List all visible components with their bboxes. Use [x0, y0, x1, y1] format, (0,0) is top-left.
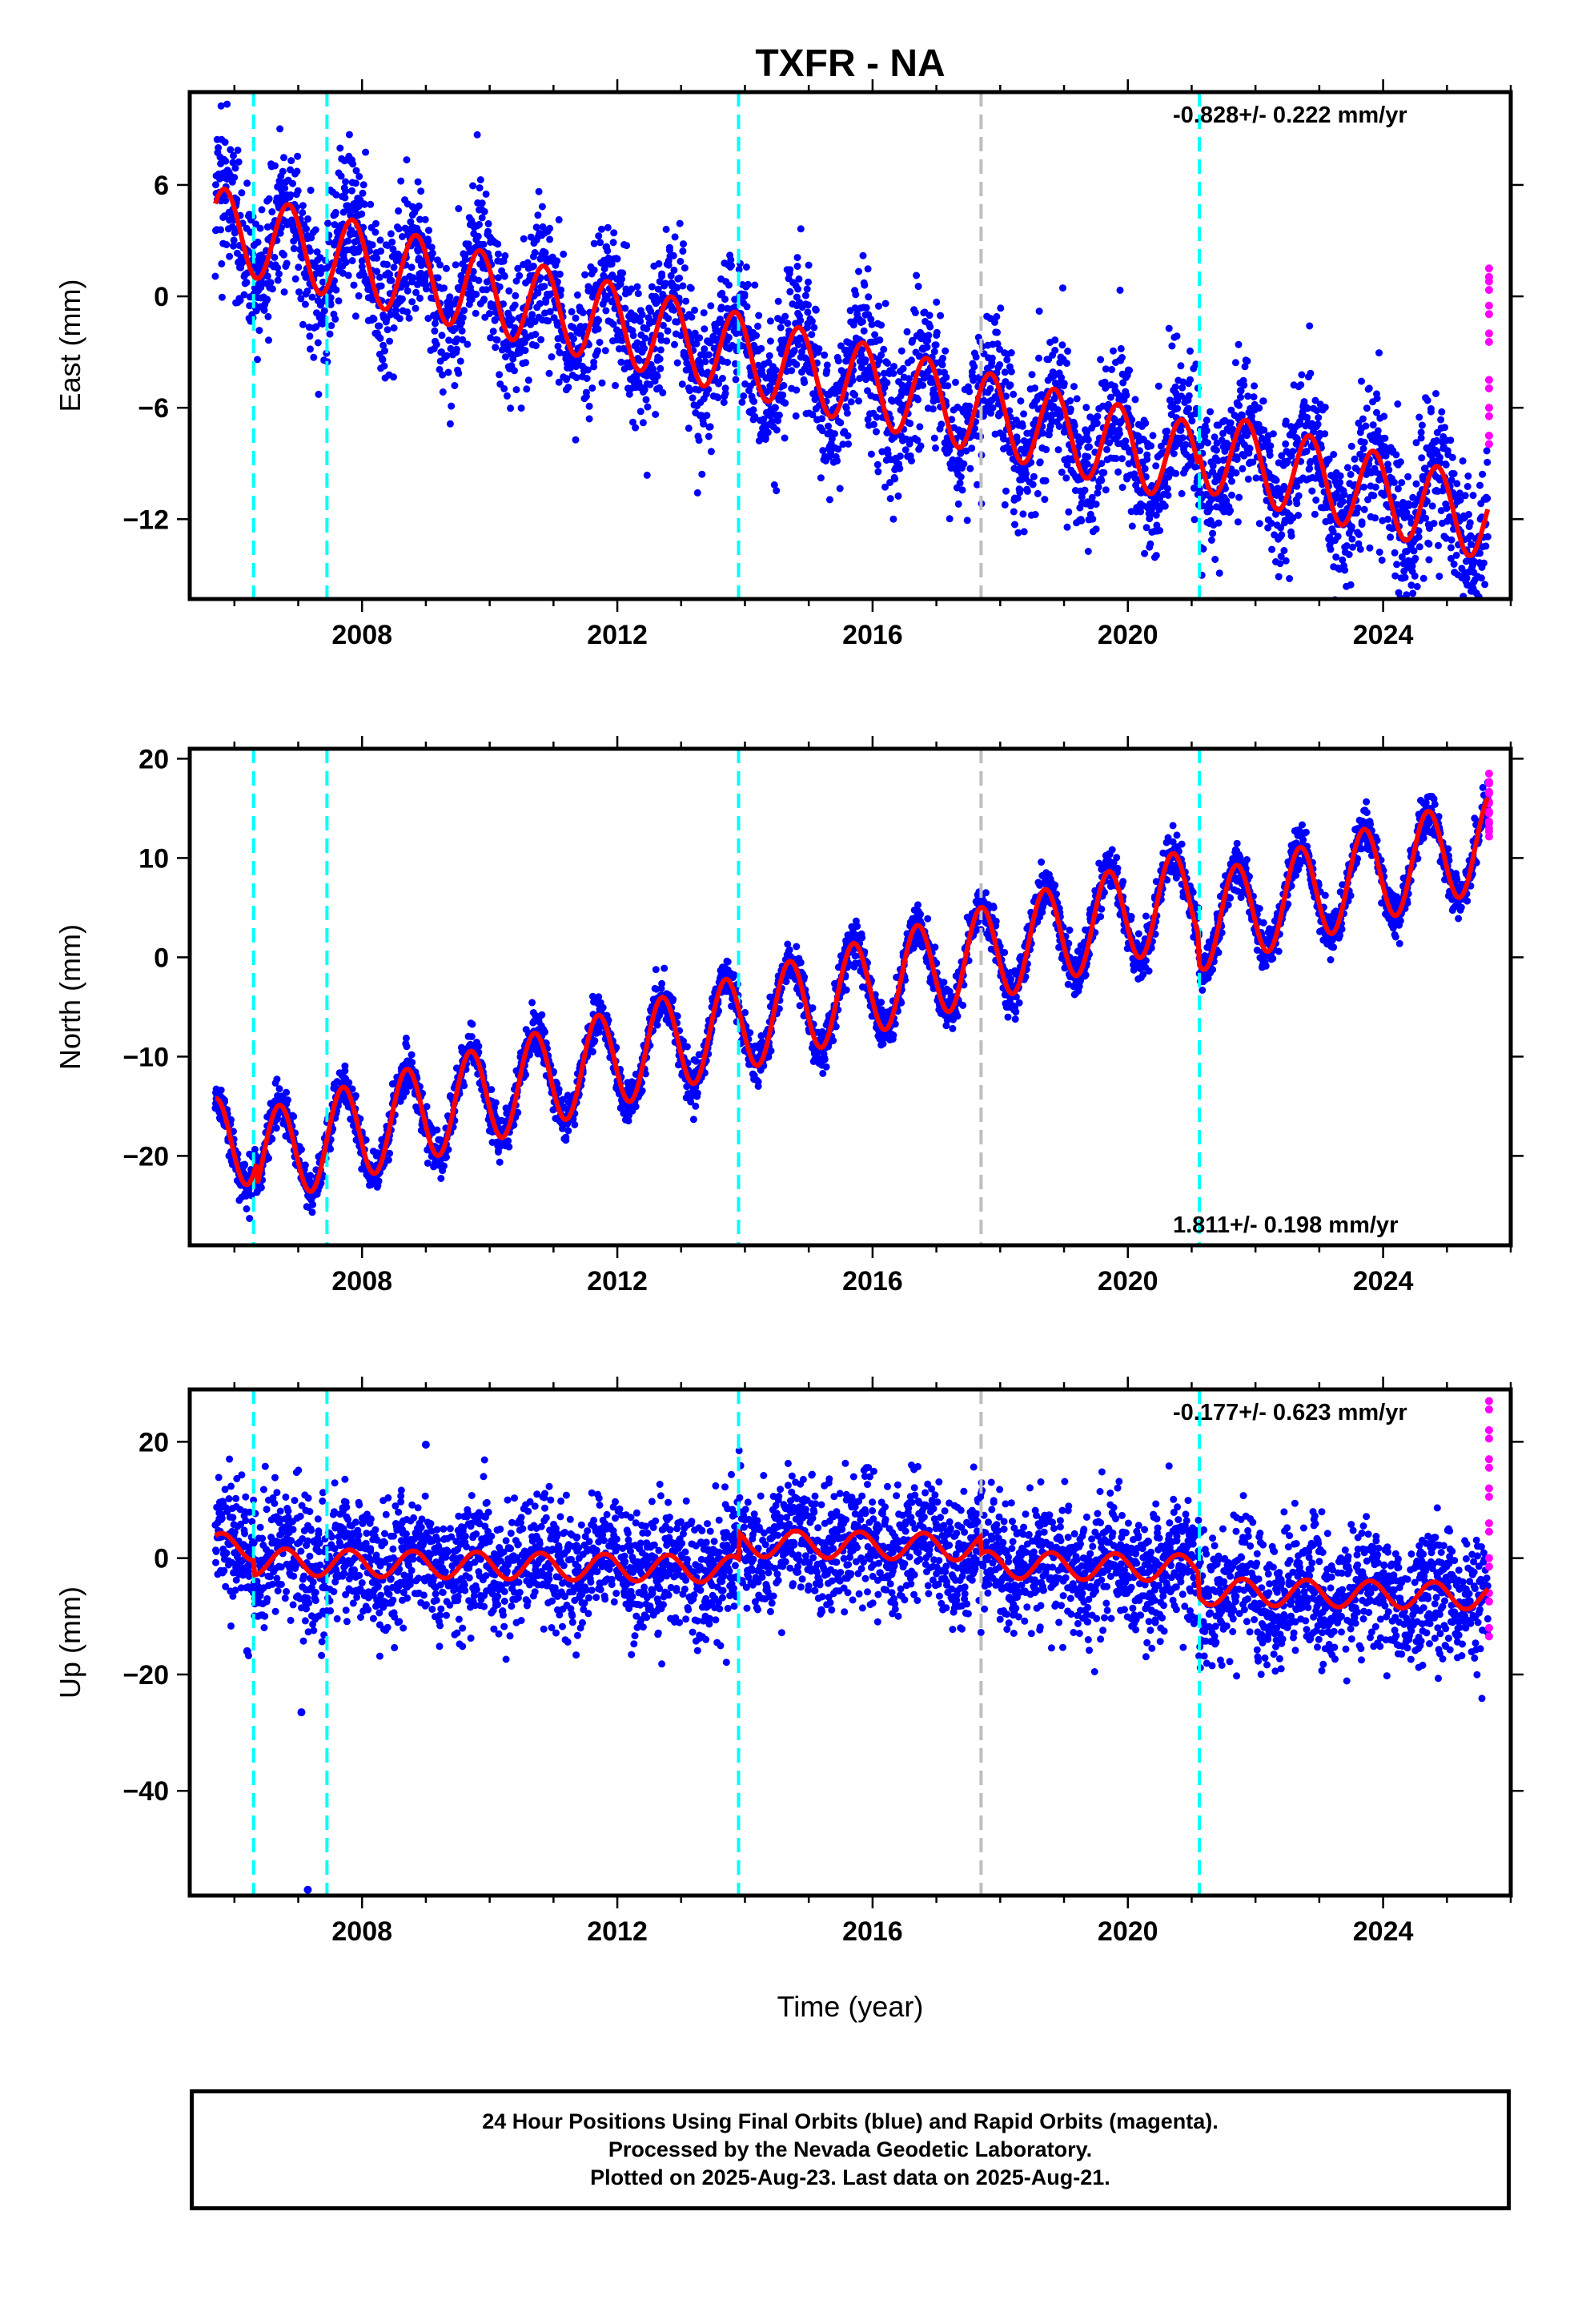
north-rapid-orbit-point	[1484, 770, 1493, 778]
up-rapid-orbit-point	[1484, 1484, 1493, 1493]
north-rate-annotation: 1.811+/- 0.198 mm/yr	[1173, 1212, 1398, 1238]
up-outlier-point	[303, 1885, 312, 1894]
up-panel: 2008 2012 2016 2020 2024 20 0 −20 −40 Up (mm) -0.1…	[54, 1377, 1524, 1947]
footer-line-2: Processed by the Nevada Geodetic Laborat…	[608, 2137, 1093, 2161]
north-y-tick-label: 0	[154, 943, 169, 973]
east-rapid-orbit-point	[1484, 264, 1493, 273]
east-rapid-orbit-point	[1484, 310, 1493, 319]
up-rapid-orbit-point	[1484, 1597, 1493, 1606]
east-model-line	[213, 187, 1491, 559]
north-panel: 2008 2012 2016 2020 2024 20 10 0 −10 −20 North (mm…	[54, 736, 1524, 1297]
up-model-line	[214, 1528, 1490, 1612]
east-x-tick-label: 2020	[1098, 620, 1158, 650]
north-y-tick-label: −10	[122, 1042, 169, 1072]
up-rapid-orbit-point	[1484, 1434, 1493, 1443]
east-rapid-orbit-point	[1484, 376, 1493, 384]
up-x-tick-label: 2008	[331, 1916, 392, 1947]
east-rate-annotation: -0.828+/- 0.222 mm/yr	[1173, 103, 1407, 128]
up-y-tick-label: −40	[122, 1776, 169, 1807]
up-rapid-orbit-point	[1484, 1562, 1493, 1571]
north-x-tick-label: 2008	[331, 1266, 392, 1297]
east-y-tick-label: 0	[154, 282, 169, 312]
up-x-tick-label: 2024	[1353, 1916, 1414, 1947]
east-rapid-orbit-point	[1484, 384, 1493, 392]
east-y-axis-label: East (mm)	[54, 279, 86, 412]
north-rapid-orbit-point	[1484, 779, 1493, 788]
footer-line-1: 24 Hour Positions Using Final Orbits (bl…	[482, 2109, 1219, 2133]
x-axis-label: Time (year)	[777, 1990, 924, 2023]
up-plot-frame	[187, 1387, 1513, 1898]
up-rapid-orbit-point	[1484, 1463, 1493, 1472]
east-panel: 2008 2012 2016 2020 2024 6 0 −6 −12 East (mm) -0.8…	[54, 79, 1524, 650]
footer-line-3: Plotted on 2025-Aug-23. Last data on 202…	[590, 2165, 1110, 2189]
up-x-tick-label: 2012	[587, 1916, 648, 1947]
north-scatter-series	[211, 778, 1492, 1222]
north-y-tick-label: 20	[139, 744, 169, 774]
east-scatter-series	[211, 100, 1492, 599]
east-rapid-orbit-point	[1484, 431, 1493, 440]
east-rapid-orbit-point	[1484, 301, 1493, 310]
up-y-tick-label: 0	[154, 1544, 169, 1574]
up-rate-annotation: -0.177+/- 0.623 mm/yr	[1173, 1400, 1407, 1425]
up-rapid-orbit-point	[1484, 1405, 1493, 1414]
east-x-tick-label: 2024	[1353, 620, 1414, 650]
footer-box: 24 Hour Positions Using Final Orbits (bl…	[190, 2089, 1511, 2210]
up-scatter-series	[211, 1446, 1492, 1703]
east-rapid-orbit-point	[1484, 412, 1493, 420]
east-x-tick-label: 2012	[587, 620, 648, 650]
north-x-tick-label: 2012	[587, 1266, 648, 1297]
north-rapid-orbit-point	[1484, 789, 1493, 798]
north-plot-frame	[187, 746, 1513, 1248]
north-rapid-orbit-point	[1484, 809, 1493, 818]
east-rapid-orbit-point	[1484, 337, 1493, 346]
north-model-line	[215, 796, 1491, 1195]
east-rapid-orbit-point	[1484, 404, 1493, 412]
east-y-tick-label: 6	[154, 171, 169, 201]
east-rapid-orbit-point	[1484, 277, 1493, 286]
up-rapid-orbit-point	[1484, 1632, 1493, 1641]
up-x-tick-label: 2016	[842, 1916, 903, 1947]
up-rapid-orbit-point	[1484, 1397, 1493, 1405]
east-x-tick-label: 2016	[842, 620, 903, 650]
up-y-axis-label: Up (mm)	[54, 1586, 86, 1699]
east-rapid-orbit-point	[1484, 329, 1493, 338]
up-rapid-orbit-point	[1484, 1527, 1493, 1536]
up-outlier-point	[297, 1708, 306, 1717]
up-rapid-orbit-point	[1484, 1425, 1493, 1434]
north-y-tick-label: −20	[122, 1141, 169, 1172]
north-final-orbit-points	[211, 770, 1493, 1222]
east-y-tick-label: −6	[138, 393, 169, 424]
east-rapid-orbit-point	[1484, 440, 1493, 448]
up-x-tick-label: 2020	[1098, 1916, 1158, 1947]
north-x-tick-label: 2024	[1353, 1266, 1414, 1297]
up-rapid-orbit-point	[1484, 1623, 1493, 1632]
up-rapid-orbit-point	[1484, 1455, 1493, 1464]
up-final-orbit-points	[211, 1397, 1493, 1894]
up-rapid-orbit-point	[1484, 1493, 1493, 1502]
up-outlier-point	[243, 1647, 251, 1655]
up-y-tick-label: 20	[139, 1427, 169, 1458]
north-x-tick-label: 2016	[842, 1266, 903, 1297]
north-rapid-orbit-point	[1484, 824, 1493, 833]
north-y-axis-label: North (mm)	[54, 924, 86, 1070]
up-outlier-point	[421, 1441, 430, 1449]
up-rapid-orbit-point	[1484, 1554, 1493, 1562]
east-plot-frame	[187, 90, 1513, 601]
east-rapid-orbit-point	[1484, 286, 1493, 295]
up-y-tick-label: −20	[122, 1660, 169, 1691]
east-final-orbit-points	[211, 100, 1493, 599]
north-rapid-orbit-point	[1484, 832, 1493, 841]
north-y-tick-label: 10	[139, 843, 169, 874]
north-x-tick-label: 2020	[1098, 1266, 1158, 1297]
east-x-tick-label: 2008	[331, 620, 392, 650]
east-y-tick-label: −12	[122, 505, 169, 535]
figure-title: TXFR - NA	[755, 42, 945, 85]
up-rapid-orbit-point	[1484, 1519, 1493, 1528]
